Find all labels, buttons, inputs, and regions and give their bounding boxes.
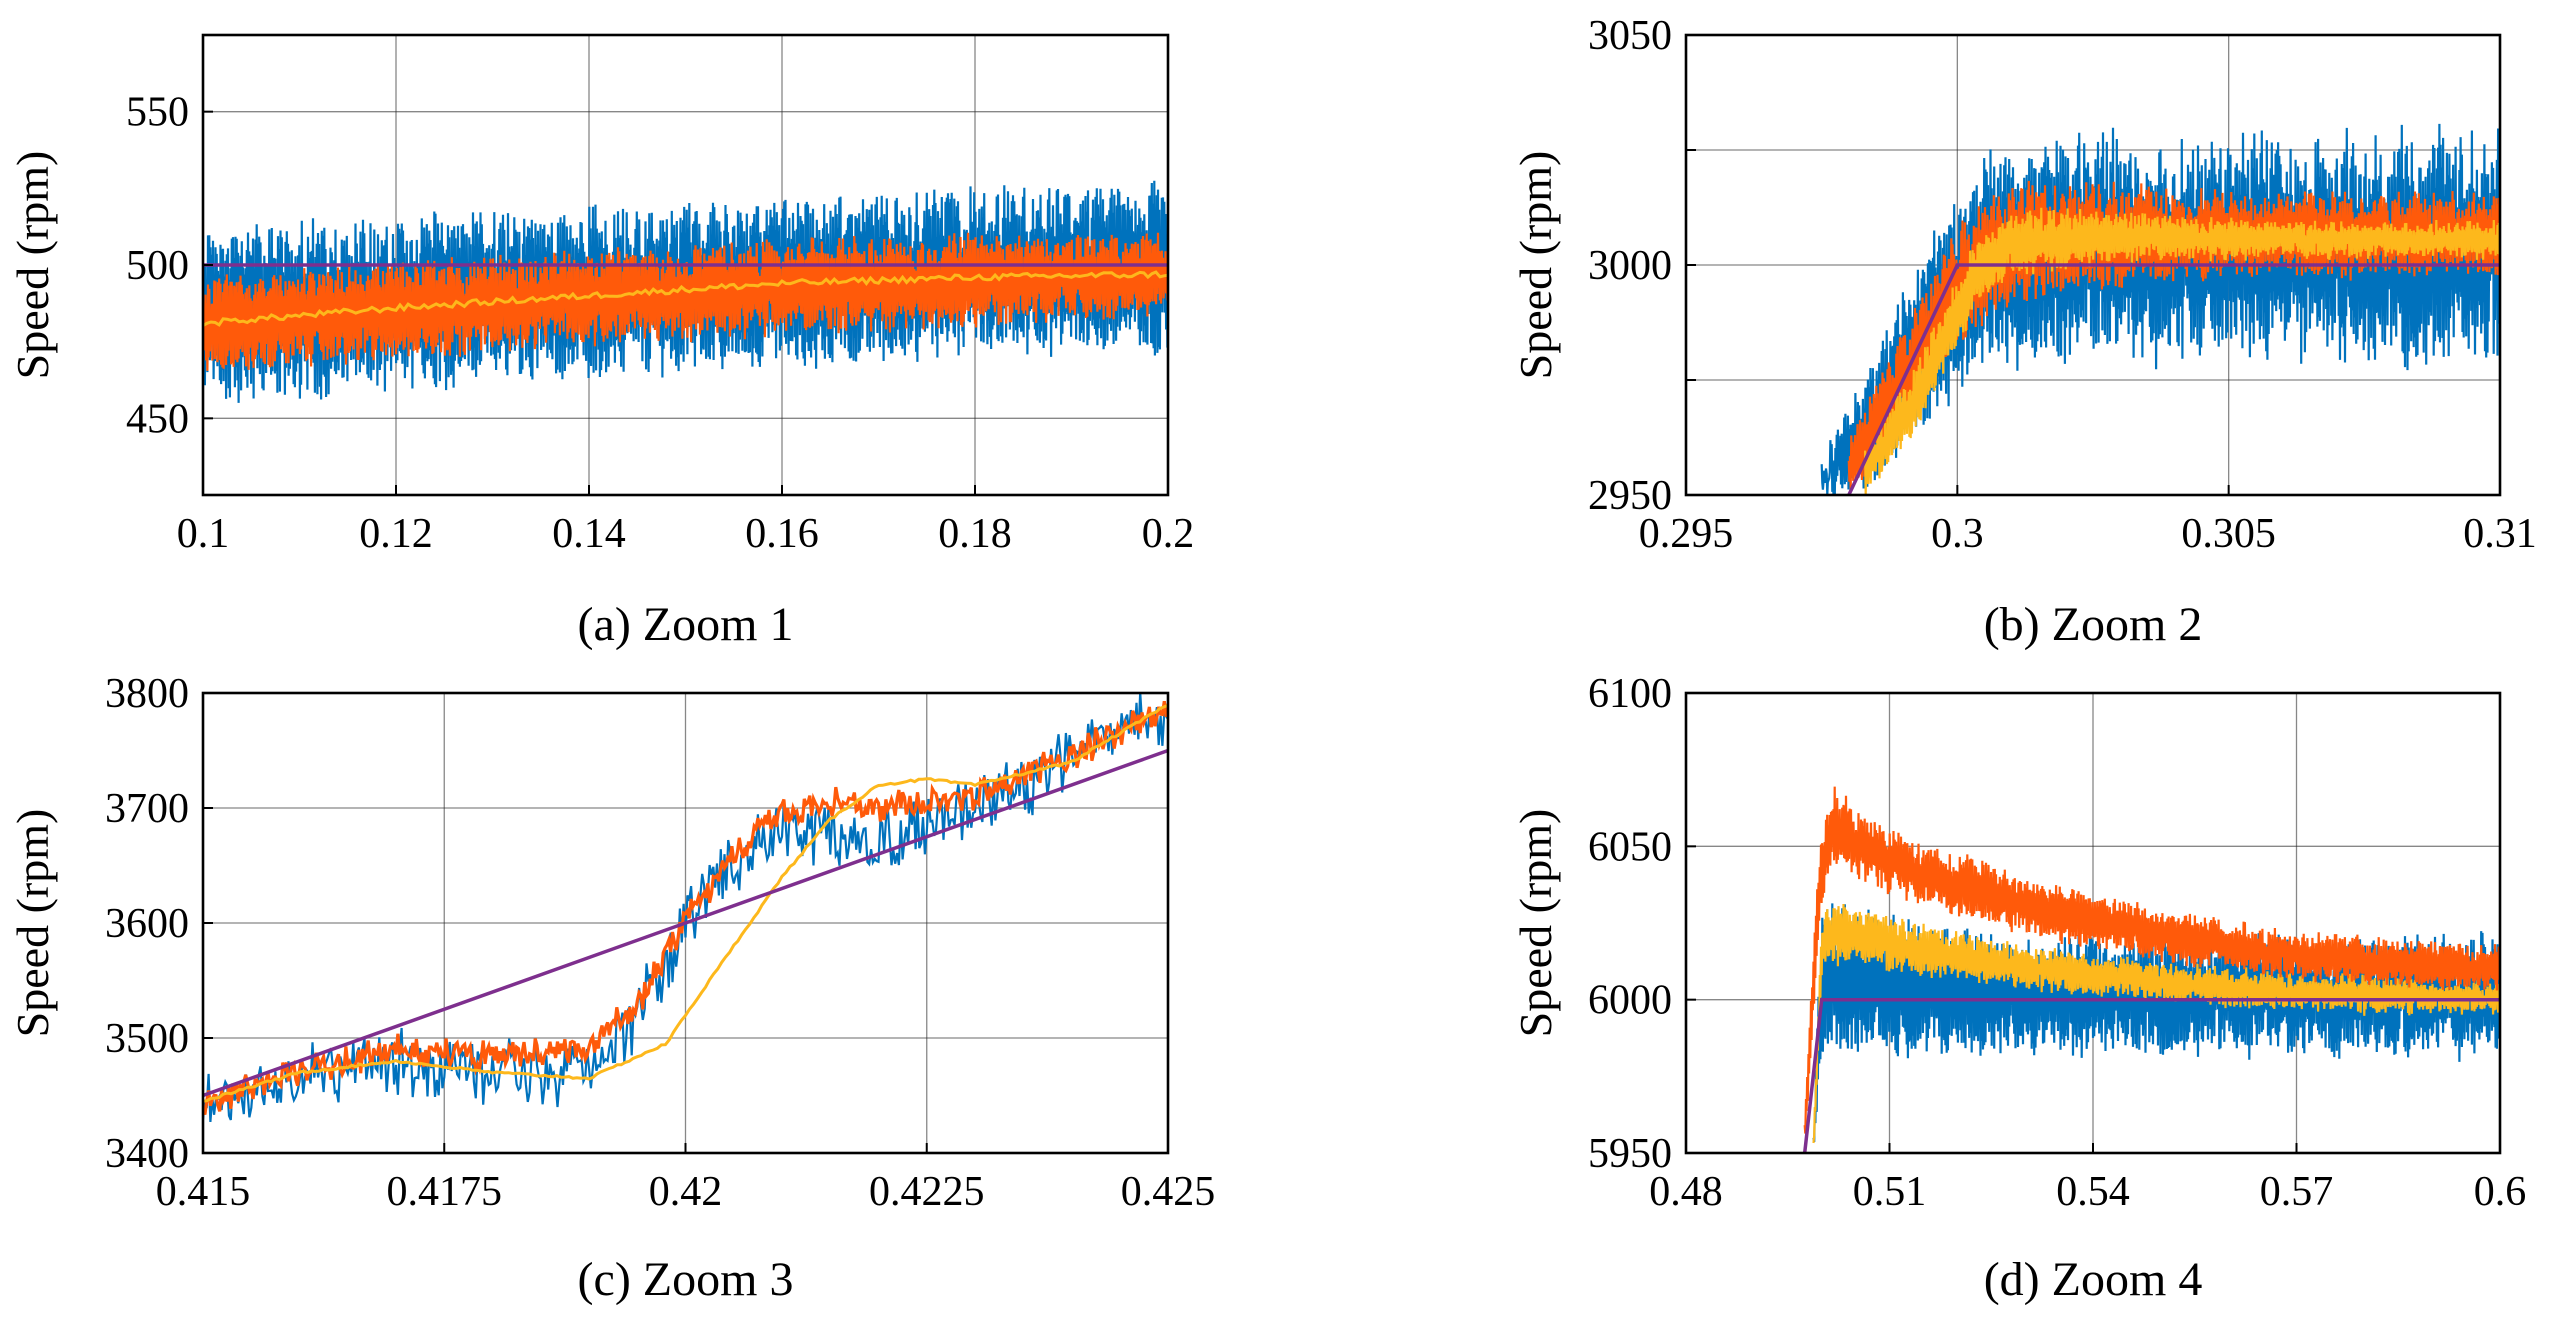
zoom1-ticks: 0.1 0.12 0.14 0.16 0.18 0.2 450 500 550 — [126, 90, 1194, 557]
zoom3-series-blue — [203, 693, 1168, 1122]
zoom4-xtick-label: 0.6 — [2474, 1169, 2527, 1215]
zoom3-ytick-label: 3800 — [105, 671, 189, 717]
zoom4-plot-area — [1686, 693, 2500, 1153]
zoom1-plot-area — [203, 35, 1168, 495]
zoom1-ytick-label: 450 — [126, 396, 189, 442]
zoom2-ytick-label: 2950 — [1588, 473, 1672, 519]
zoom3-xtick-label: 0.42 — [649, 1169, 723, 1215]
zoom4-series-blue — [1812, 903, 2500, 1143]
zoom2-series-reference — [1847, 263, 2500, 495]
zoom4-caption: (d) Zoom 4 — [1984, 1253, 2203, 1306]
zoom3-xtick-label: 0.425 — [1121, 1169, 1216, 1215]
zoom3-ytick-label: 3700 — [105, 786, 189, 832]
zoom4-xtick-label: 0.51 — [1853, 1169, 1927, 1215]
zoom1-caption: (a) Zoom 1 — [578, 598, 794, 651]
zoom4-ytick-label: 6000 — [1588, 978, 1672, 1024]
zoom3-series-yellow — [203, 703, 1168, 1103]
panel-zoom1: 0.1 0.12 0.14 0.16 0.18 0.2 450 500 550 Speed (r… — [7, 33, 1194, 651]
zoom1-ytick-label: 500 — [126, 243, 189, 289]
zoom4-ticks: 0.48 0.51 0.54 0.57 0.6 5950 6000 6050 6100 — [1588, 671, 2526, 1215]
panel-zoom2: 0.295 0.3 0.305 0.31 2950 3000 3050 Speed (rpm… — [1510, 13, 2537, 651]
zoom2-plot-area — [1686, 35, 2500, 495]
zoom4-ytick-label: 5950 — [1588, 1131, 1672, 1177]
zoom3-ticks: 0.415 0.4175 0.42 0.4225 0.425 3400 3500 3600 37… — [105, 671, 1215, 1215]
zoom1-xtick-label: 0.2 — [1142, 511, 1195, 557]
zoom3-series-reference — [203, 748, 1168, 1098]
zoom2-ticks: 0.295 0.3 0.305 0.31 2950 3000 3050 — [1588, 13, 2537, 557]
zoom4-ylabel: Speed (rpm) — [1510, 809, 1561, 1038]
zoom1-ytick-label: 550 — [126, 90, 189, 136]
zoom1-xtick-label: 0.12 — [359, 511, 433, 557]
zoom1-xtick-label: 0.16 — [745, 511, 819, 557]
zoom3-ytick-label: 3400 — [105, 1131, 189, 1177]
zoom2-ytick-label: 3000 — [1588, 243, 1672, 289]
zoom1-xtick-label: 0.1 — [177, 511, 230, 557]
zoom2-xtick-label: 0.295 — [1639, 511, 1734, 557]
zoom4-xtick-label: 0.57 — [2260, 1169, 2334, 1215]
zoom1-series-orange — [203, 232, 1168, 371]
zoom1-xtick-label: 0.18 — [938, 511, 1012, 557]
zoom3-ytick-label: 3600 — [105, 901, 189, 947]
zoom2-xtick-label: 0.3 — [1931, 511, 1984, 557]
zoom4-ytick-label: 6050 — [1588, 824, 1672, 870]
zoom2-ylabel: Speed (rpm) — [1510, 151, 1561, 380]
zoom3-series-orange — [203, 700, 1168, 1116]
zoom3-ytick-label: 3500 — [105, 1016, 189, 1062]
zoom1-xtick-label: 0.14 — [552, 511, 626, 557]
zoom3-xtick-label: 0.4175 — [387, 1169, 503, 1215]
zoom1-series-yellow — [203, 270, 1168, 327]
zoom4-series-reference — [1802, 997, 2500, 1153]
zoom3-ylabel: Speed (rpm) — [7, 809, 58, 1038]
zoom3-caption: (c) Zoom 3 — [578, 1253, 794, 1306]
zoom4-xtick-label: 0.54 — [2056, 1169, 2130, 1215]
zoom4-series-orange — [1803, 786, 2500, 1134]
zoom2-xtick-label: 0.305 — [2181, 511, 2276, 557]
panel-zoom3: 0.415 0.4175 0.42 0.4225 0.425 3400 3500 3600 37… — [7, 671, 1215, 1306]
zoom3-xtick-label: 0.4225 — [869, 1169, 985, 1215]
panel-zoom4: 0.48 0.51 0.54 0.57 0.6 5950 6000 6050 6100 Spee… — [1510, 671, 2526, 1306]
zoom3-xtick-label: 0.415 — [156, 1169, 251, 1215]
zoom2-series-yellow — [1864, 207, 2500, 495]
zoom4-ytick-label: 6100 — [1588, 671, 1672, 717]
zoom4-xtick-label: 0.48 — [1649, 1169, 1723, 1215]
zoom3-plot-area — [203, 693, 1168, 1153]
zoom2-xtick-label: 0.31 — [2463, 511, 2537, 557]
zoom1-ylabel: Speed (rpm) — [7, 151, 58, 380]
zoom2-caption: (b) Zoom 2 — [1984, 598, 2203, 651]
zoom2-ytick-label: 3050 — [1588, 13, 1672, 59]
